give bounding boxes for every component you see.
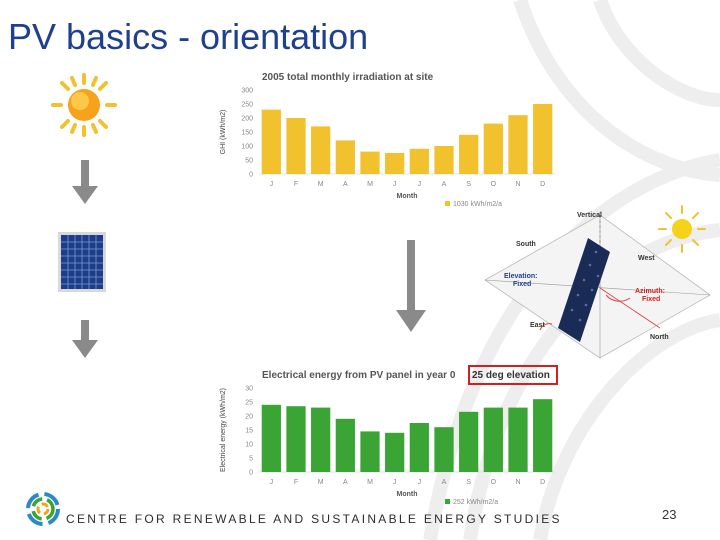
sun-icon (658, 205, 706, 253)
irradiation-x-axis-label: Month (397, 193, 418, 200)
energy-x-tick-label: F (294, 479, 298, 486)
energy-y-tick-label: 30 (245, 386, 253, 393)
irradiation-x-tick-label: A (343, 181, 348, 188)
energy-x-tick-label: J (393, 479, 397, 486)
chart2-title-highlight: 25 deg elevation (472, 370, 550, 381)
irradiation-bar (434, 146, 454, 174)
down-arrow-icon (396, 240, 426, 332)
energy-x-tick-label: S (466, 479, 471, 486)
footer-text: CENTRE FOR RENEWABLE AND SUSTAINABLE ENE… (66, 512, 562, 526)
energy-x-tick-label: M (318, 479, 324, 486)
irradiation-x-tick-label: A (442, 181, 447, 188)
irradiation-y-tick-label: 0 (249, 172, 253, 179)
energy-x-tick-label: J (270, 479, 274, 486)
chart1-title: 2005 total monthly irradiation at site (262, 72, 434, 83)
irradiation-x-tick-label: S (466, 181, 471, 188)
energy-y-tick-label: 20 (245, 414, 253, 421)
irradiation-bar (483, 123, 503, 174)
energy-bar (385, 432, 405, 472)
energy-x-tick-label: M (367, 479, 373, 486)
irradiation-x-tick-label: J (393, 181, 397, 188)
irradiation-y-tick-label: 50 (245, 158, 253, 165)
irradiation-bar (286, 118, 306, 174)
irradiation-bar (385, 153, 405, 174)
page-number: 23 (662, 507, 677, 522)
energy-x-tick-label: A (442, 479, 447, 486)
irradiation-y-tick-label: 100 (241, 144, 253, 151)
energy-bar (533, 399, 553, 472)
label-elevation-fixed: Fixed (513, 281, 531, 288)
pv-panel-shape (558, 238, 610, 342)
irradiation-y-axis-label: GHI (kWh/m2) (220, 110, 227, 155)
energy-x-tick-label: O (491, 479, 497, 486)
energy-bar (360, 431, 380, 472)
irradiation-bar (508, 115, 528, 174)
irradiation-bar (335, 140, 355, 174)
energy-y-tick-label: 0 (249, 470, 253, 477)
energy-bar (459, 411, 479, 472)
label-azimuth: Azimuth: (635, 288, 665, 295)
energy-bar (311, 407, 331, 472)
energy-y-tick-label: 25 (245, 400, 253, 407)
solar-panel-icon (58, 232, 106, 292)
energy-legend-swatch (445, 499, 450, 504)
irradiation-x-tick-label: O (491, 181, 497, 188)
irradiation-x-tick-label: M (318, 181, 324, 188)
irradiation-legend-label: 1030 kWh/m2/a (453, 201, 502, 208)
energy-x-tick-label: D (540, 479, 545, 486)
irradiation-bar (409, 148, 429, 174)
down-arrow-icon (72, 320, 98, 358)
energy-bar (286, 406, 306, 472)
irradiation-legend-swatch (445, 201, 450, 206)
label-south: South (516, 241, 536, 248)
irradiation-chart: GHI (kWh/m2) 0 50 100 150 200 250 300 J F M A M J J A S O… (220, 88, 555, 208)
energy-y-tick-label: 10 (245, 442, 253, 449)
irradiation-y-tick-label: 250 (241, 102, 253, 109)
irradiation-y-tick-label: 150 (241, 130, 253, 137)
irradiation-x-tick-label: D (540, 181, 545, 188)
energy-legend-label: 252 kWh/m2/a (453, 499, 498, 506)
irradiation-x-tick-label: J (418, 181, 422, 188)
energy-bar (335, 418, 355, 472)
chart2-title: Electrical energy from PV panel in year … (262, 370, 456, 381)
energy-y-tick-label: 5 (249, 456, 253, 463)
energy-bar (261, 404, 281, 472)
elevation-highlight-box (468, 365, 558, 385)
energy-x-tick-label: J (418, 479, 422, 486)
irradiation-bar (261, 109, 281, 174)
label-west: West (638, 255, 655, 262)
label-north: North (650, 334, 669, 341)
energy-y-tick-label: 15 (245, 428, 253, 435)
irradiation-bar (459, 134, 479, 174)
swirl-logo-icon (26, 492, 60, 526)
irradiation-y-tick-label: 200 (241, 116, 253, 123)
irradiation-x-tick-label: N (515, 181, 520, 188)
label-azimuth-fixed: Fixed (642, 296, 660, 303)
energy-bar (483, 407, 503, 472)
energy-y-axis-label: Electrical energy (kWh/m2) (220, 388, 227, 472)
page-title: PV basics - orientation (8, 16, 369, 57)
irradiation-bar (360, 151, 380, 174)
sun-icon (51, 73, 117, 137)
label-vertical: Vertical (577, 212, 602, 219)
orientation-diagram: Vertical South West East North Elevation… (484, 212, 711, 359)
energy-x-axis-label: Month (397, 491, 418, 498)
label-elevation: Elevation: (504, 273, 537, 280)
energy-bar (434, 427, 454, 472)
irradiation-x-tick-label: F (294, 181, 298, 188)
energy-bar (409, 423, 429, 472)
irradiation-bar (311, 126, 331, 174)
irradiation-x-tick-label: J (270, 181, 274, 188)
down-arrow-icon (72, 160, 98, 204)
energy-x-tick-label: N (515, 479, 520, 486)
energy-chart: Electrical energy (kWh/m2) 0 5 10 15 20 25 30 J F… (220, 386, 555, 506)
irradiation-y-tick-label: 300 (241, 88, 253, 95)
irradiation-x-tick-label: M (367, 181, 373, 188)
energy-x-tick-label: A (343, 479, 348, 486)
irradiation-bar (533, 104, 553, 174)
energy-bar (508, 407, 528, 472)
label-east: East (530, 322, 545, 329)
